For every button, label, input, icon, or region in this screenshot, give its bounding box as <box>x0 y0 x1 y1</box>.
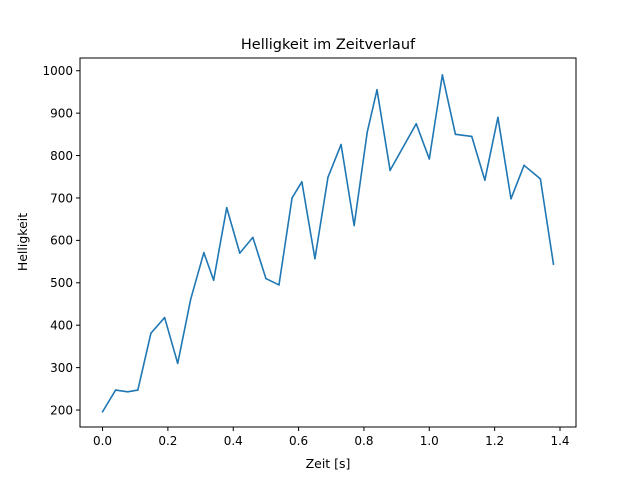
data-point <box>314 257 316 260</box>
y-tick-label: 300 <box>50 361 73 375</box>
data-point <box>252 236 254 239</box>
data-point <box>225 206 228 209</box>
y-tick-label: 600 <box>50 234 73 248</box>
x-tick-label: 1.0 <box>420 434 439 448</box>
data-point <box>510 198 512 200</box>
x-tick-label: 1.4 <box>550 434 569 448</box>
y-tick-label: 500 <box>50 276 73 290</box>
x-tick-label: 0.8 <box>354 434 373 448</box>
x-tick-label: 1.2 <box>485 434 504 448</box>
data-point <box>163 316 166 319</box>
y-tick-label: 1000 <box>42 64 73 78</box>
x-tick-label: 0.2 <box>158 434 177 448</box>
data-point <box>114 389 117 391</box>
data-point <box>291 197 293 199</box>
data-point <box>389 169 391 172</box>
data-point <box>327 176 329 178</box>
y-tick-label: 200 <box>50 403 73 417</box>
chart-title: Helligkeit im Zeitverlauf <box>241 37 416 53</box>
x-axis-label: Zeit [s] <box>306 456 351 471</box>
data-point <box>176 362 179 365</box>
data-point <box>428 158 431 160</box>
data-point <box>366 131 369 134</box>
data-point <box>126 391 129 393</box>
data-point <box>484 179 486 181</box>
y-tick-label: 800 <box>50 149 73 163</box>
plot-area <box>79 57 577 428</box>
x-tick-label: 0.4 <box>224 434 243 448</box>
data-points <box>101 74 555 413</box>
data-point <box>189 298 192 300</box>
data-point <box>454 133 457 136</box>
data-point <box>415 122 418 125</box>
data-point <box>278 284 280 286</box>
y-axis-label: Helligkeit <box>15 213 30 271</box>
data-point <box>212 279 215 282</box>
data-point <box>150 332 152 335</box>
data-point <box>497 116 499 119</box>
data-point <box>265 277 267 280</box>
data-point <box>238 252 241 254</box>
x-tick-label: 0.0 <box>93 434 112 448</box>
y-tick-label: 700 <box>50 191 73 205</box>
data-point <box>376 89 378 91</box>
x-axis-ticks: 0.0 0.2 0.4 0.6 0.8 1.0 1.2 1.4 <box>93 427 570 448</box>
data-point <box>353 224 355 227</box>
data-point <box>523 164 525 167</box>
axes-frame <box>79 57 577 428</box>
y-tick-label: 400 <box>50 319 73 333</box>
x-tick-label: 0.6 <box>289 434 308 448</box>
data-point <box>340 143 342 146</box>
y-axis-ticks: 200 300 400 500 600 700 800 900 1000 <box>42 64 80 417</box>
data-point <box>441 74 444 76</box>
data-point <box>203 251 205 254</box>
data-point <box>470 135 473 138</box>
data-point <box>137 389 139 391</box>
y-tick-label: 900 <box>50 106 73 120</box>
data-point <box>101 410 104 413</box>
data-point <box>552 263 555 265</box>
data-point <box>301 181 303 183</box>
data-point <box>539 178 542 180</box>
